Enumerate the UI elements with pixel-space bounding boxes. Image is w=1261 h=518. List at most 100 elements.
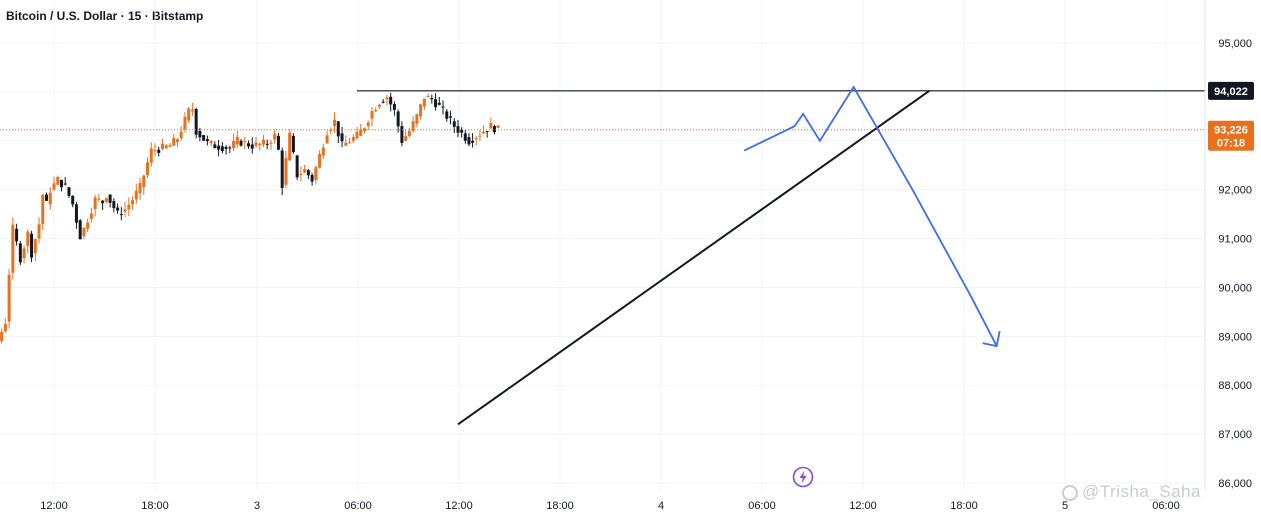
- candle-body: [172, 137, 176, 146]
- candle-body: [104, 198, 108, 202]
- candle-body: [306, 170, 310, 176]
- candle-body: [415, 114, 419, 124]
- candle-body: [310, 175, 314, 182]
- candle-body: [404, 136, 408, 141]
- candle-body: [142, 175, 146, 188]
- candle-body: [430, 98, 434, 100]
- projection-arrowhead: [982, 330, 1001, 348]
- candle-body: [209, 140, 213, 144]
- current-price-tag[interactable]: [1208, 120, 1254, 151]
- watermark-text: @Trisha_Saha: [1082, 482, 1202, 501]
- candle-body: [56, 176, 60, 185]
- candle-body: [325, 135, 329, 144]
- candle-body: [482, 131, 486, 134]
- candle-body: [82, 227, 86, 237]
- candle-body: [202, 135, 206, 141]
- candle-body: [116, 207, 120, 211]
- candle-body: [153, 150, 157, 152]
- candle-body: [467, 137, 471, 145]
- candle-body: [460, 129, 464, 133]
- lightning-icon[interactable]: [792, 466, 814, 488]
- candle-body: [228, 147, 232, 149]
- candle-body: [217, 145, 221, 150]
- x-tick-label: 12:00: [40, 500, 68, 512]
- candle-body: [48, 192, 52, 205]
- candle-body: [11, 224, 15, 273]
- candle-body: [63, 183, 67, 185]
- chart-title: Bitcoin / U.S. Dollar · 15 · Bitstamp: [6, 9, 204, 23]
- x-tick-label: 12:00: [849, 500, 877, 512]
- candle-body: [168, 145, 172, 147]
- candle-body: [101, 200, 105, 204]
- candle-body: [33, 239, 37, 254]
- candle-body: [288, 132, 292, 161]
- candle-body: [321, 147, 325, 156]
- candle-body: [445, 111, 449, 119]
- y-tick-label: 88,000: [1218, 380, 1252, 392]
- y-tick-label: 90,000: [1218, 282, 1252, 294]
- x-tick-label: 4: [658, 500, 664, 512]
- candle-body: [138, 182, 142, 194]
- candle-body: [198, 131, 202, 138]
- x-tick-label: 18:00: [546, 500, 574, 512]
- candle-body: [276, 135, 280, 150]
- candle-body: [355, 131, 359, 139]
- candle-body: [295, 155, 299, 178]
- candle-body: [190, 109, 194, 112]
- candle-body: [396, 111, 400, 127]
- candle-body: [471, 140, 475, 143]
- candle-body: [280, 150, 284, 188]
- resistance-price-label: 94,022: [1214, 86, 1248, 98]
- candle-body: [336, 121, 340, 137]
- candle-body: [41, 194, 45, 224]
- candle-body: [3, 323, 7, 332]
- candle-body: [232, 141, 236, 149]
- candle-body: [179, 131, 183, 139]
- candle-body: [7, 274, 11, 322]
- candle-body: [131, 200, 135, 205]
- candle-body: [220, 146, 224, 152]
- candle-body: [261, 139, 265, 145]
- x-tick-label: 06:00: [1152, 500, 1180, 512]
- candle-body: [496, 125, 500, 128]
- support-trendline[interactable]: [457, 89, 930, 426]
- candle-body: [362, 128, 366, 131]
- candle-body: [175, 139, 179, 142]
- candle-body: [213, 144, 217, 149]
- candle-body: [0, 331, 4, 342]
- candle-body: [183, 116, 187, 130]
- candle-body: [254, 142, 258, 146]
- candle-body: [119, 214, 123, 216]
- candle-body: [149, 148, 153, 163]
- candle-body: [299, 173, 303, 175]
- candle-body: [250, 144, 254, 149]
- candle-body: [449, 116, 453, 118]
- candle-body: [314, 167, 318, 180]
- candle-body: [392, 104, 396, 110]
- candle-body: [422, 98, 426, 107]
- candle-body: [258, 143, 262, 146]
- x-tick-label: 06:00: [748, 500, 776, 512]
- candle-body: [366, 122, 370, 127]
- x-tick-label: 06:00: [344, 500, 372, 512]
- candle-body: [452, 121, 456, 127]
- candle-body: [164, 145, 168, 149]
- candle-body: [474, 138, 478, 140]
- candle-body: [489, 122, 493, 129]
- x-tick-label: 18:00: [950, 500, 978, 512]
- resistance-price-tag[interactable]: [1208, 81, 1254, 100]
- candle-body: [37, 224, 41, 239]
- x-tick-label: 12:00: [445, 500, 473, 512]
- candle-body: [269, 142, 273, 144]
- candle-body: [400, 126, 404, 143]
- candle-body: [344, 142, 348, 146]
- projection-path[interactable]: [743, 85, 998, 347]
- candle-body: [239, 140, 243, 146]
- y-tick-label: 87,000: [1218, 429, 1252, 441]
- candle-body: [157, 149, 161, 153]
- candle-body: [15, 228, 19, 242]
- candle-body: [303, 169, 307, 173]
- candle-body: [265, 143, 269, 145]
- watermark: @Trisha_Saha: [1062, 482, 1201, 502]
